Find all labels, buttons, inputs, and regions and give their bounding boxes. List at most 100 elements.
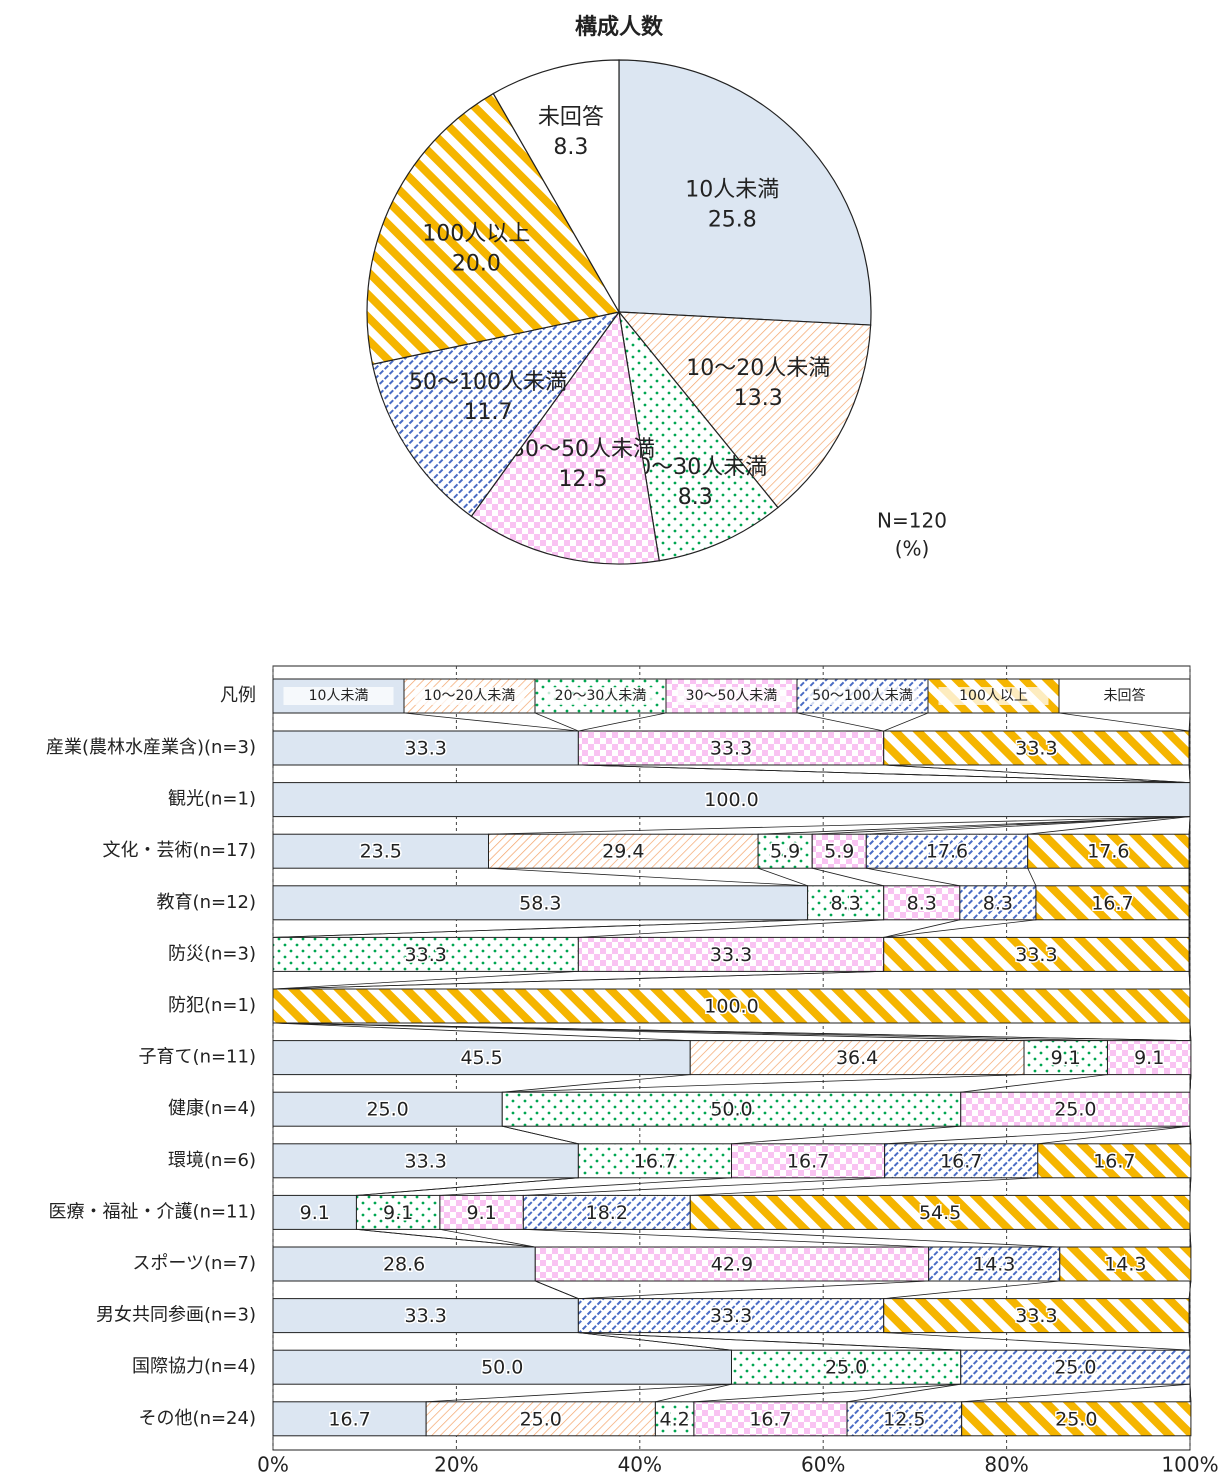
pie-label: 100人以上 — [422, 221, 530, 246]
bar-segment — [961, 1401, 1192, 1437]
connector-line — [731, 1125, 961, 1145]
connector-line — [488, 816, 1191, 835]
connector-line — [883, 712, 929, 732]
pie-value-label: 20.0 — [452, 251, 501, 276]
bar-segment — [439, 1194, 524, 1230]
connector-line — [846, 1383, 961, 1403]
data-label: 23.5 — [360, 841, 402, 863]
connector-line — [356, 1177, 579, 1196]
data-label: 33.3 — [710, 1305, 752, 1327]
bar-segment — [577, 1298, 885, 1334]
y-tick-label: 防犯(n=1) — [168, 995, 256, 1016]
connector-line — [1189, 1177, 1192, 1196]
bar-segment — [272, 1143, 579, 1179]
connector-line — [1188, 1280, 1192, 1299]
data-label: 25.0 — [1054, 1099, 1096, 1121]
bar-segment — [272, 988, 1191, 1024]
bar-segment — [1059, 1246, 1192, 1282]
pie-label: 10人未満 — [685, 177, 779, 202]
connector-line — [1027, 816, 1191, 835]
connector-line — [796, 712, 884, 732]
data-label: 29.4 — [602, 841, 644, 863]
x-tick-label: 20% — [434, 1453, 478, 1477]
bar-segment — [1027, 833, 1190, 869]
data-label: 33.3 — [405, 1305, 447, 1327]
connector-line — [578, 1332, 961, 1351]
data-label: 36.4 — [836, 1047, 878, 1069]
data-label: 8.3 — [983, 892, 1013, 914]
data-label: 16.7 — [787, 1150, 829, 1172]
pie-value-label: 11.7 — [464, 400, 513, 425]
bar-segment — [883, 1298, 1190, 1334]
connector-line — [883, 919, 1036, 938]
bar-segment — [355, 1194, 441, 1230]
pie-value-label: 25.8 — [708, 207, 757, 232]
connector-line — [812, 867, 884, 887]
data-label: 5.9 — [770, 841, 800, 863]
data-label: 16.7 — [1091, 892, 1133, 914]
legend-label: 50～100人未満 — [812, 688, 913, 704]
pie-slice — [470, 310, 660, 565]
bar-segment — [272, 833, 489, 869]
legend-label: 10人未満 — [309, 688, 369, 704]
data-label: 100.0 — [704, 996, 758, 1018]
connector-line — [655, 1383, 732, 1403]
connector-line — [1188, 764, 1191, 783]
connector-line — [488, 867, 808, 887]
y-tick-label: 子育て(n=11) — [139, 1047, 256, 1068]
pie-slice — [371, 311, 621, 518]
data-label: 100.0 — [704, 789, 758, 811]
data-label: 8.3 — [831, 892, 861, 914]
legend-label: 20～30人未満 — [555, 688, 647, 704]
bar-segment — [272, 1040, 691, 1076]
connector-line — [812, 816, 1191, 835]
connector-line — [272, 919, 808, 938]
connector-line — [578, 1280, 929, 1299]
connector-line — [578, 712, 667, 732]
connector-line — [356, 1229, 536, 1248]
bar-segment — [807, 885, 885, 921]
data-label: 33.3 — [405, 1150, 447, 1172]
annotation: (%) — [895, 537, 930, 561]
pie-label: 50～100人未満 — [409, 370, 567, 395]
connector-line — [1037, 1125, 1191, 1145]
connector-line — [534, 712, 579, 732]
pie-slice — [492, 59, 620, 315]
annotation: N=120 — [877, 509, 947, 533]
data-label: 14.3 — [1104, 1254, 1146, 1276]
y-tick-label: スポーツ(n=7) — [132, 1253, 256, 1274]
data-label: 33.3 — [710, 738, 752, 760]
legend-label-bg — [807, 687, 918, 705]
data-label: 25.0 — [1055, 1408, 1097, 1430]
legend-label-bg — [676, 687, 787, 705]
data-label: 9.1 — [467, 1202, 497, 1224]
connector-line — [1058, 712, 1190, 732]
bar-segment — [883, 730, 1190, 766]
y-tick-label: 観光(n=1) — [168, 789, 256, 810]
y-tick-label: その他(n=24) — [139, 1408, 256, 1429]
y-tick-label: 医療・福祉・介護(n=11) — [49, 1201, 256, 1222]
connector-line — [502, 1074, 1025, 1093]
legend-label-bg — [1069, 687, 1180, 705]
x-tick-label: 60% — [801, 1453, 845, 1477]
bar-segment — [1106, 1040, 1192, 1076]
data-label: 5.9 — [824, 841, 854, 863]
legend-title: 凡例 — [220, 685, 256, 706]
data-label: 33.3 — [1015, 944, 1057, 966]
bar-segment — [577, 1143, 733, 1179]
pie-label: 30～50人未満 — [511, 437, 655, 462]
connector-line — [866, 816, 1191, 835]
data-label: 9.1 — [383, 1202, 413, 1224]
pie-label: 20～30人未満 — [623, 455, 767, 480]
data-label: 25.0 — [1054, 1357, 1096, 1379]
connector-line — [502, 1125, 579, 1145]
y-tick-label: 防災(n=3) — [168, 943, 256, 964]
connector-line — [1188, 971, 1191, 990]
bar-segment — [960, 1349, 1191, 1385]
data-label: 16.7 — [328, 1408, 370, 1430]
legend-label: 100人以上 — [959, 688, 1028, 704]
bar-segment — [501, 1091, 962, 1127]
data-label: 50.0 — [710, 1099, 752, 1121]
x-tick-label: 0% — [257, 1453, 289, 1477]
